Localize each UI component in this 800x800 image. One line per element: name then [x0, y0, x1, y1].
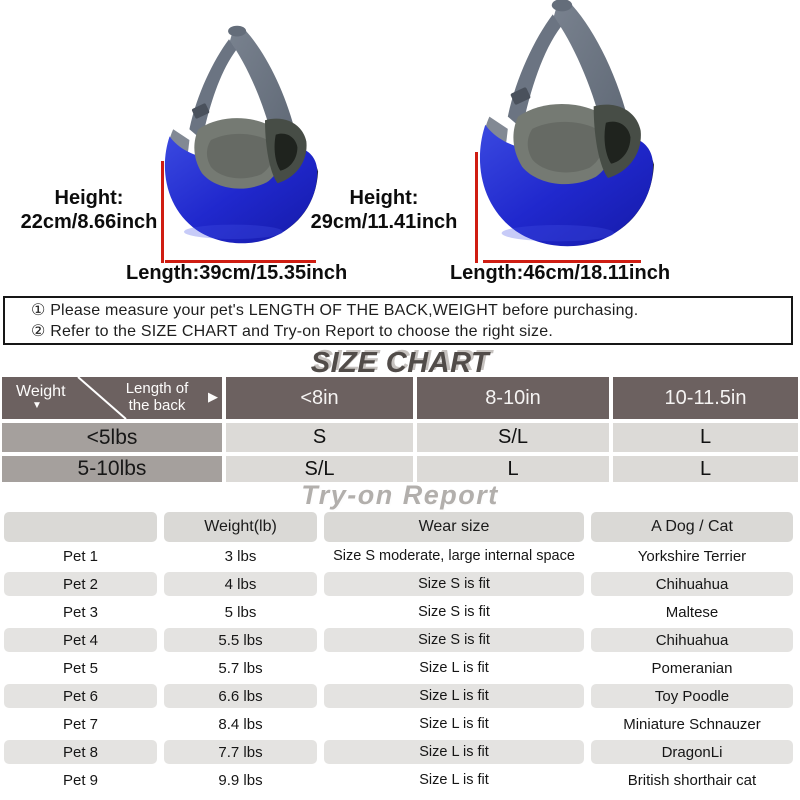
corner-back-length-label: Length of the back: [125, 380, 189, 414]
weight-cell: 6.6 lbs: [164, 684, 317, 708]
height-value: 29cm/11.41inch: [310, 211, 458, 234]
size-chart-corner-cell: Weight ▼ Length of the back ▶: [2, 377, 222, 419]
height-value: 22cm/8.66inch: [20, 211, 158, 234]
tryon-row: Pet 2 4 lbs Size S is fit Chihuahua: [4, 572, 796, 596]
wear-cell: Size L is fit: [324, 740, 584, 764]
size-chart-cell: L: [417, 456, 609, 482]
tryon-row: Pet 1 3 lbs Size S moderate, large inter…: [4, 544, 796, 568]
tryon-report-title: Try-on Report: [301, 480, 499, 510]
tryon-col-header-wear-size: Wear size: [324, 512, 584, 542]
wear-cell: Size L is fit: [419, 716, 489, 732]
breed-cell: Pomeranian: [651, 659, 733, 677]
breed-cell: Yorkshire Terrier: [637, 547, 747, 565]
size-chart-col-header: <8in: [226, 377, 413, 419]
wear-cell: Size L is fit: [324, 684, 584, 708]
size-chart-row-label: 5-10lbs: [2, 456, 222, 482]
size-chart-cell: L: [613, 456, 798, 482]
tryon-table-header: Weight(lb) Wear size A Dog / Cat: [4, 512, 796, 542]
size-chart-cell: S/L: [226, 456, 413, 482]
pet-cell: Pet 3: [62, 603, 99, 621]
size-chart-cell: S/L: [417, 423, 609, 452]
weight-cell: 5.7 lbs: [218, 659, 263, 677]
pet-cell: Pet 2: [4, 572, 157, 596]
tryon-col-header-weight: Weight(lb): [164, 512, 317, 542]
weight-cell: 4 lbs: [164, 572, 317, 596]
weight-cell: 8.4 lbs: [218, 715, 263, 733]
size-chart-col-header: 8-10in: [417, 377, 609, 419]
wear-cell: Size S is fit: [324, 628, 584, 652]
size-chart-title: SIZE CHART: [310, 347, 490, 379]
tryon-row: Pet 4 5.5 lbs Size S is fit Chihuahua: [4, 628, 796, 652]
length-measure-line-small: [165, 260, 316, 263]
height-label-large: Height: 29cm/11.41inch: [294, 186, 474, 235]
down-arrow-icon: ▼: [32, 400, 42, 411]
size-chart-col-header: 10-11.5in: [613, 377, 798, 419]
tryon-row: Pet 3 5 lbs Size S is fit Maltese: [4, 600, 796, 624]
pet-cell: Pet 4: [4, 628, 157, 652]
length-measure-line-large: [483, 260, 641, 263]
wear-cell: Size S moderate, large internal space: [333, 548, 575, 564]
tryon-row: Pet 5 5.7 lbs Size L is fit Pomeranian: [4, 656, 796, 680]
height-label-small: Height: 22cm/8.66inch: [14, 186, 164, 235]
corner-diagonal-line: [77, 377, 127, 419]
pet-cell: Pet 7: [62, 715, 99, 733]
tryon-table-body: Pet 1 3 lbs Size S moderate, large inter…: [4, 544, 796, 796]
breed-cell: Miniature Schnauzer: [623, 715, 761, 733]
weight-cell: 5 lbs: [224, 603, 257, 621]
pet-cell: Pet 5: [62, 659, 99, 677]
pet-cell: Pet 1: [62, 547, 99, 565]
breed-cell: British shorthair cat: [627, 771, 757, 789]
height-measure-line-small: [161, 161, 164, 263]
pet-sling-bag-large-image: [479, 0, 654, 247]
note-line-2: ② Refer to the SIZE CHART and Try-on Rep…: [31, 323, 554, 340]
measure-notes-box: ① Please measure your pet's LENGTH OF TH…: [3, 296, 793, 345]
wear-cell: Size L is fit: [419, 660, 489, 676]
size-chart-cell: L: [613, 423, 798, 452]
right-arrow-icon: ▶: [208, 389, 218, 404]
pet-sling-bag-small-image: [164, 25, 319, 244]
pet-cell: Pet 8: [4, 740, 157, 764]
pet-cell: Pet 6: [4, 684, 157, 708]
height-title: Height:: [349, 187, 419, 209]
tryon-row: Pet 6 6.6 lbs Size L is fit Toy Poodle: [4, 684, 796, 708]
length-label-small: Length:39cm/15.35inch: [126, 262, 348, 284]
wear-cell: Size L is fit: [419, 772, 489, 788]
note-line-1: ① Please measure your pet's LENGTH OF TH…: [31, 302, 639, 319]
breed-cell: Maltese: [665, 603, 719, 621]
breed-cell: Chihuahua: [591, 572, 793, 596]
tryon-row: Pet 9 9.9 lbs Size L is fit British shor…: [4, 768, 796, 792]
length-label-large: Length:46cm/18.11inch: [449, 262, 671, 284]
wear-cell: Size S is fit: [324, 572, 584, 596]
height-title: Height:: [54, 187, 124, 209]
size-chart-cell: S: [226, 423, 413, 452]
tryon-row: Pet 8 7.7 lbs Size L is fit DragonLi: [4, 740, 796, 764]
tryon-col-header-blank: [4, 512, 157, 542]
size-chart-row-label: <5lbs: [2, 423, 222, 452]
weight-cell: 9.9 lbs: [218, 771, 263, 789]
corner-weight-label: Weight: [16, 383, 66, 400]
weight-cell: 5.5 lbs: [164, 628, 317, 652]
breed-cell: Chihuahua: [591, 628, 793, 652]
tryon-row: Pet 7 8.4 lbs Size L is fit Miniature Sc…: [4, 712, 796, 736]
weight-cell: 3 lbs: [224, 547, 257, 565]
breed-cell: Toy Poodle: [591, 684, 793, 708]
pet-cell: Pet 9: [62, 771, 99, 789]
wear-cell: Size S is fit: [418, 604, 490, 620]
weight-cell: 7.7 lbs: [164, 740, 317, 764]
size-chart-table: Weight ▼ Length of the back ▶ <8in 8-10i…: [2, 377, 798, 482]
tryon-col-header-breed: A Dog / Cat: [591, 512, 793, 542]
height-measure-line-large: [475, 152, 478, 263]
breed-cell: DragonLi: [591, 740, 793, 764]
